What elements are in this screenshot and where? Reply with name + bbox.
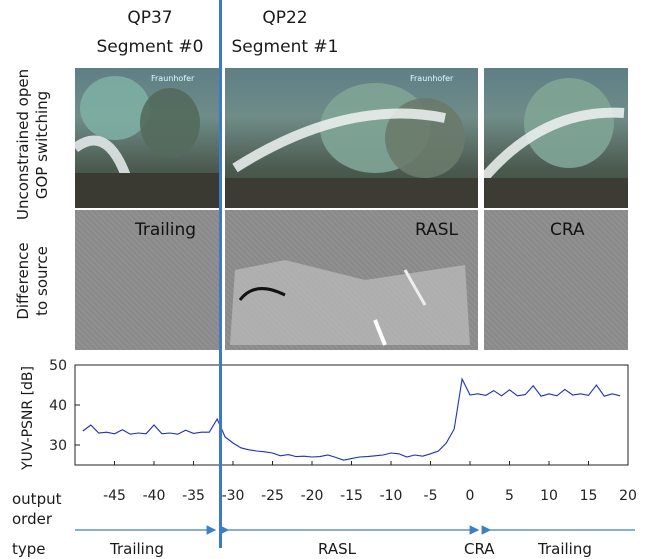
diff-cra: CRA	[484, 210, 628, 350]
output-order-line1: output	[12, 490, 62, 508]
row-label-open-gop: Unconstrained open GOP switching	[14, 68, 60, 220]
row-label-difference: Difference to source	[14, 216, 60, 346]
segment-1-qp: QP22	[262, 8, 308, 28]
diff-label-rasl: RASL	[415, 220, 459, 240]
fountain-scene-1	[225, 83, 478, 208]
x-tick-label: 20	[619, 488, 637, 500]
row-label-open-gop-line1: Unconstrained open	[14, 68, 32, 220]
type-arrows	[75, 525, 635, 535]
x-tick-label: 5	[505, 488, 514, 500]
segment-0-qp: QP37	[127, 8, 173, 28]
diff-segment0: Trailing	[75, 210, 219, 350]
frame-segment1-image: Fraunhofer	[225, 68, 478, 208]
x-tick-label: -15	[340, 488, 363, 500]
x-tick-label: -45	[103, 488, 126, 500]
row-label-difference-line2: to source	[32, 246, 51, 316]
x-tick-label: -35	[182, 488, 205, 500]
frame-cra-image	[484, 68, 628, 208]
diff-label-trailing: Trailing	[135, 220, 197, 240]
diff-label-cra: CRA	[550, 220, 585, 240]
plot-frame	[74, 364, 629, 466]
x-tick-label: -25	[261, 488, 284, 500]
output-order-line2: order	[12, 509, 52, 528]
y-tick-label: 50	[49, 358, 67, 374]
row-label-difference-line1: Difference	[14, 242, 32, 320]
type-rasl: RASL	[318, 540, 356, 558]
type-trailing-right: Trailing	[538, 540, 592, 558]
fountain-scene-0	[75, 76, 219, 208]
row-label-open-gop-line2: GOP switching	[32, 90, 51, 200]
rasl-error-pattern	[230, 260, 470, 346]
diff-segment1: RASL	[225, 210, 478, 350]
segment-1-header: QP22 Segment #1	[225, 8, 345, 59]
output-order-label: output order	[12, 490, 61, 529]
x-tick-label: -40	[143, 488, 166, 500]
type-trailing-left: Trailing	[110, 540, 164, 558]
fraunhofer-logo: Fraunhofer	[151, 74, 195, 83]
x-tick-label: 15	[580, 488, 598, 500]
segment-1-name: Segment #1	[231, 37, 339, 58]
segment-switch-line	[219, 0, 222, 548]
y-tick-label: 30	[49, 438, 67, 454]
segment-0-header: QP37 Segment #0	[80, 8, 220, 59]
fountain-scene-2	[484, 78, 628, 208]
x-tick-label: -20	[301, 488, 324, 500]
fraunhofer-logo-2: Fraunhofer	[410, 74, 454, 83]
psnr-chart: 30 40 50 -45 -40 -35 -30 -25 -20 -15 -10 -5 0 5 10 15 20	[49, 358, 637, 500]
x-tick-label: -10	[380, 488, 403, 500]
y-tick-label: 40	[49, 398, 67, 414]
x-tick-label: 0	[466, 488, 475, 500]
segment-0-name: Segment #0	[96, 37, 204, 58]
type-label: type	[12, 540, 46, 558]
type-cra: CRA	[464, 540, 495, 558]
x-tick-label: -5	[424, 488, 438, 500]
frame-segment0-image: Fraunhofer	[75, 68, 219, 208]
x-tick-label: 10	[540, 488, 558, 500]
x-tick-label: -30	[222, 488, 245, 500]
